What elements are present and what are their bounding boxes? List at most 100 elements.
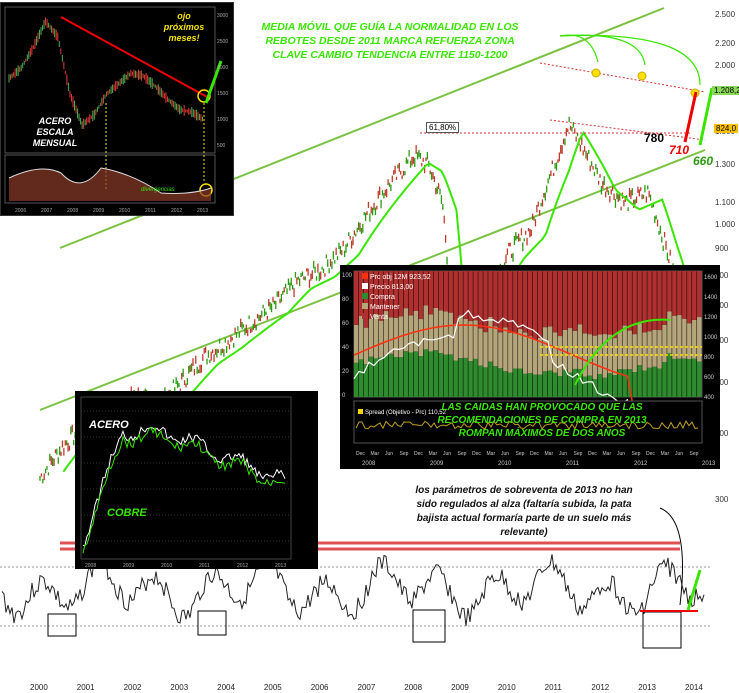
inset3-x-tick: Jun bbox=[617, 451, 625, 457]
spread-line bbox=[355, 420, 699, 430]
sell-bar bbox=[478, 271, 483, 329]
x-tick-label: 2000 bbox=[30, 683, 48, 692]
hold-bar bbox=[483, 332, 488, 368]
hold-bar bbox=[473, 320, 478, 359]
buy-bar bbox=[403, 351, 409, 397]
sell-bar bbox=[354, 271, 359, 325]
buy-bar bbox=[557, 376, 563, 397]
sell-bar bbox=[398, 271, 404, 317]
sell-bar bbox=[458, 271, 463, 316]
y-tick-label: 1.300 bbox=[715, 159, 736, 169]
hold-bar bbox=[622, 325, 627, 370]
buy-bar bbox=[677, 358, 682, 397]
hold-bar bbox=[542, 327, 548, 372]
sell-bar bbox=[697, 271, 702, 318]
sell-bar bbox=[592, 271, 598, 336]
sell-bar bbox=[413, 271, 419, 311]
inset1-y-tick: 2000 bbox=[217, 65, 228, 71]
buy-bar bbox=[443, 354, 448, 397]
oversold-box bbox=[197, 610, 227, 636]
buy-bar bbox=[542, 371, 548, 397]
inset2-x-tick: 2013 bbox=[275, 563, 286, 569]
sell-bar bbox=[582, 271, 588, 334]
hold-bar bbox=[428, 314, 434, 352]
buy-bar bbox=[378, 357, 384, 397]
buy-bar bbox=[468, 361, 473, 397]
buy-bar bbox=[582, 376, 588, 397]
buy-bar bbox=[453, 360, 458, 397]
hold-bar bbox=[582, 333, 588, 377]
hold-bar bbox=[443, 311, 448, 355]
hold-bar bbox=[642, 332, 647, 371]
inset3-x-tick: Mar bbox=[487, 451, 496, 457]
inset3-x-tick: Mar bbox=[545, 451, 554, 457]
inset3-x-tick: Mar bbox=[371, 451, 380, 457]
inset-ojo-note: ojo próximos meses! bbox=[163, 11, 205, 43]
buy-bar bbox=[652, 366, 657, 397]
oversold-box bbox=[642, 611, 682, 649]
buy-bar bbox=[632, 372, 637, 397]
sell-bar bbox=[542, 271, 548, 328]
sell-bar bbox=[532, 271, 538, 340]
ma-touch-marker bbox=[591, 68, 601, 78]
buy-bar bbox=[537, 374, 543, 397]
sell-bar bbox=[672, 271, 677, 316]
sobreventa-annotation: los parámetros de sobreventa de 2013 no … bbox=[415, 485, 633, 538]
y-tick-label: 600 bbox=[715, 336, 729, 346]
green-curve-arrow bbox=[574, 318, 671, 386]
x-tick-label: 2005 bbox=[263, 683, 282, 692]
sell-bar bbox=[682, 271, 687, 319]
sell-bar bbox=[677, 271, 682, 316]
buy-bar bbox=[587, 375, 593, 397]
sell-bar bbox=[652, 271, 657, 330]
buy-bar bbox=[458, 358, 463, 397]
x-tick-label: 2003 bbox=[170, 683, 189, 692]
inset-recomendaciones-chart: 100 80 60 40 20 0 1600 1400 1200 1000 800 600 400 Dec… bbox=[342, 270, 718, 467]
hold-bar bbox=[612, 338, 617, 376]
sell-bar bbox=[358, 271, 364, 317]
inset3-x-tick: Jun bbox=[443, 451, 451, 457]
sell-bar bbox=[443, 271, 448, 312]
buy-bar bbox=[607, 373, 613, 397]
sell-bar bbox=[418, 271, 424, 320]
inset3-spread-panel bbox=[353, 400, 703, 444]
hold-bar bbox=[562, 329, 568, 370]
legend-label: Mantener bbox=[370, 304, 400, 311]
inset3-y-left: 80 bbox=[342, 297, 349, 303]
inset3-x-tick: Dec bbox=[646, 451, 655, 457]
ma-annotation: MEDIA MÓVIL QUE GUÍA LA NORMALIDAD EN LO… bbox=[261, 21, 519, 61]
y-tick-label: 800 bbox=[715, 270, 729, 280]
sell-bar bbox=[368, 271, 374, 319]
buy-bar bbox=[363, 364, 369, 397]
hold-bar bbox=[682, 318, 687, 359]
inset3-y-left: 100 bbox=[342, 273, 353, 279]
sell-bar bbox=[647, 271, 652, 332]
hold-bar bbox=[363, 327, 369, 365]
sell-bar bbox=[567, 271, 573, 329]
inset3-y-right: 600 bbox=[704, 375, 715, 381]
buy-bar bbox=[662, 362, 667, 397]
hold-bar bbox=[433, 307, 439, 351]
inset3-x-tick: Sep bbox=[690, 451, 699, 457]
hold-bar bbox=[572, 330, 578, 369]
buy-bar bbox=[577, 369, 583, 397]
sell-bar bbox=[408, 271, 414, 316]
inset1-x-tick: 2009 bbox=[93, 208, 104, 214]
sell-bar bbox=[657, 271, 662, 331]
inset1-price-panel bbox=[4, 6, 216, 154]
sell-bar bbox=[617, 271, 622, 332]
legend-swatch bbox=[362, 313, 368, 319]
buy-bar bbox=[667, 353, 672, 397]
legend-swatch bbox=[362, 293, 368, 299]
inset-recomendaciones: 100 80 60 40 20 0 1600 1400 1200 1000 800 600 400 Dec… bbox=[340, 265, 720, 469]
x-tick-label: 2013 bbox=[638, 683, 656, 692]
buy-bar bbox=[423, 349, 429, 397]
hold-bar bbox=[508, 332, 513, 373]
sell-bar bbox=[378, 271, 384, 321]
buy-bar bbox=[433, 350, 439, 397]
inset2-x-tick: 2008 bbox=[85, 563, 96, 569]
hold-bar bbox=[677, 315, 682, 359]
hold-bar bbox=[383, 311, 389, 356]
buy-bar bbox=[642, 370, 647, 397]
